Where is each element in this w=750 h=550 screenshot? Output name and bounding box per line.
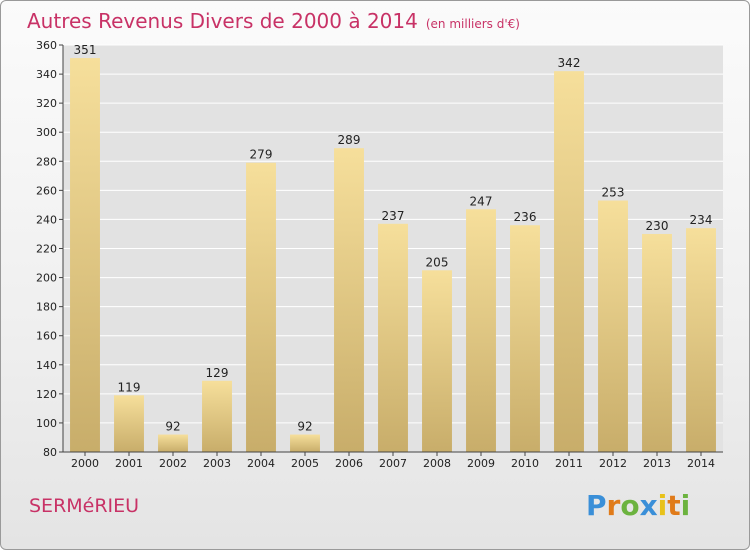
y-tick-label: 220 (36, 243, 57, 256)
y-tick-label: 260 (36, 184, 57, 197)
bar-2007 (378, 223, 408, 452)
commune-name: SERMéRIEU (29, 495, 140, 517)
y-tick-label: 340 (36, 68, 57, 81)
x-tick-label: 2008 (423, 457, 451, 470)
bar-value-label: 205 (426, 255, 449, 269)
chart-title: Autres Revenus Divers de 2000 à 2014 (en … (27, 9, 520, 33)
y-tick-label: 320 (36, 97, 57, 110)
x-tick-label: 2012 (599, 457, 627, 470)
bar-value-label: 237 (382, 209, 405, 223)
bar-2008 (422, 270, 452, 452)
y-tick-label: 120 (36, 388, 57, 401)
y-tick-label: 160 (36, 330, 57, 343)
bar-2014 (686, 228, 716, 452)
bar-2011 (554, 71, 584, 453)
bar-value-label: 342 (558, 56, 581, 70)
x-tick-label: 2014 (687, 457, 715, 470)
logo-letter: t (667, 489, 681, 522)
bar-value-label: 247 (470, 194, 493, 208)
bar-2006 (334, 148, 364, 453)
logo-letter: P (586, 489, 607, 522)
chart-title-text: Autres Revenus Divers de 2000 à 2014 (27, 9, 418, 33)
bar-value-label: 230 (646, 219, 669, 233)
x-tick-label: 2004 (247, 457, 275, 470)
bar-value-label: 279 (250, 148, 273, 162)
x-tick-label: 2010 (511, 457, 539, 470)
x-tick-label: 2011 (555, 457, 583, 470)
x-tick-label: 2009 (467, 457, 495, 470)
x-tick-label: 2000 (71, 457, 99, 470)
y-tick-label: 80 (43, 446, 57, 459)
bar-value-label: 129 (206, 366, 229, 380)
bar-value-label: 119 (118, 380, 141, 394)
x-tick-label: 2002 (159, 457, 187, 470)
bar-2003 (202, 380, 232, 452)
bar-chart: 351 119 92 129 279 92 289 237 205 247 236 342 253 230… (36, 39, 723, 470)
y-tick-label: 300 (36, 126, 57, 139)
bar-value-label: 253 (602, 186, 625, 200)
logo-letter: i (657, 489, 668, 522)
y-tick-label: 240 (36, 213, 57, 226)
x-tick-label: 2001 (115, 457, 143, 470)
y-tick-label: 360 (36, 39, 57, 52)
y-tick-label: 140 (36, 359, 57, 372)
logo-letter: x (639, 489, 658, 522)
bar-2009 (466, 209, 496, 452)
bar-value-label: 236 (514, 210, 537, 224)
proxiti-logo: Proxiti (586, 489, 690, 522)
logo-letter: o (620, 489, 640, 522)
x-tick-label: 2003 (203, 457, 231, 470)
bar-2002 (158, 434, 188, 452)
bar-value-label: 92 (297, 420, 312, 434)
logo-letter: r (606, 489, 621, 522)
logo-letter: i (680, 489, 691, 522)
bar-2001 (114, 395, 144, 452)
bar-2004 (246, 162, 276, 452)
bar-value-label: 234 (690, 213, 713, 227)
bar-value-label: 92 (165, 420, 180, 434)
x-tick-label: 2005 (291, 457, 319, 470)
x-tick-label: 2007 (379, 457, 407, 470)
y-tick-label: 180 (36, 301, 57, 314)
y-tick-label: 200 (36, 272, 57, 285)
bar-value-label: 289 (338, 133, 361, 147)
bar-2013 (642, 233, 672, 452)
bar-2012 (598, 200, 628, 452)
x-tick-label: 2013 (643, 457, 671, 470)
y-tick-label: 280 (36, 155, 57, 168)
chart-subtitle: (en milliers d'€) (425, 17, 520, 31)
bar-value-label: 351 (74, 43, 97, 57)
bar-2010 (510, 225, 540, 452)
bar-2005 (290, 434, 320, 452)
x-tick-label: 2006 (335, 457, 363, 470)
bar-2000 (70, 58, 100, 452)
y-tick-label: 100 (36, 417, 57, 430)
